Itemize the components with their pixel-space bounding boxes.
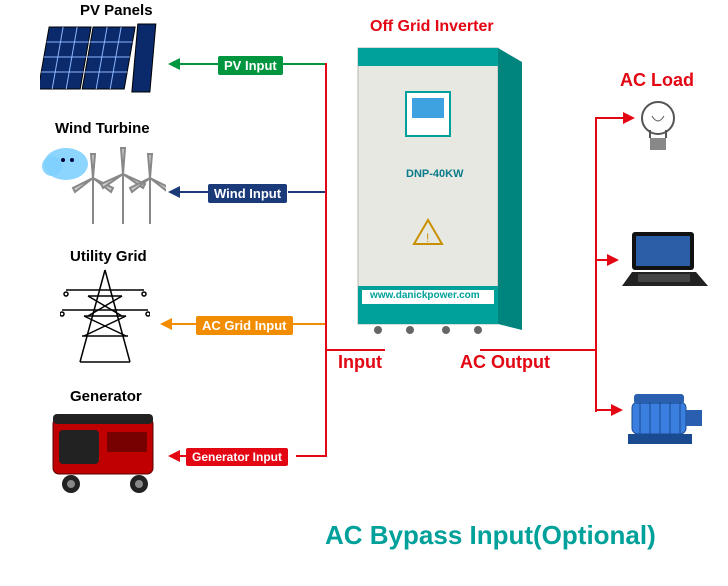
ac-load-title: AC Load <box>620 70 694 91</box>
pv-title: PV Panels <box>80 2 153 19</box>
wind-title: Wind Turbine <box>55 120 150 137</box>
gen-wire2 <box>296 455 327 457</box>
grid-title: Utility Grid <box>70 248 147 265</box>
gen-arrow-icon <box>168 450 180 462</box>
inverter-title: Off Grid Inverter <box>370 18 494 36</box>
inverter-url: www.danickpower.com <box>370 290 480 301</box>
grid-arrow-icon <box>160 318 172 330</box>
wind-wire <box>180 191 208 193</box>
svg-text:!: ! <box>426 231 429 245</box>
wind-badge: Wind Input <box>208 184 287 203</box>
inverter-icon: ! DNP-40KW www.danickpower.com <box>350 40 530 335</box>
motor-icon <box>622 378 707 450</box>
wind-arrow-icon <box>168 186 180 198</box>
input-tap <box>325 349 385 351</box>
pv-arrow-icon <box>168 58 180 70</box>
wind-turbine-icon <box>38 138 166 228</box>
load-bulb-arrow-icon <box>623 112 635 124</box>
input-label: Input <box>338 352 382 373</box>
pv-panels-icon <box>40 22 160 100</box>
pv-badge: PV Input <box>218 56 283 75</box>
grid-wire <box>172 323 196 325</box>
wind-wire2 <box>288 191 327 193</box>
gen-badge: Generator Input <box>186 448 288 466</box>
pv-wire2 <box>282 63 327 65</box>
load-bulb-wire <box>595 117 625 119</box>
output-label: AC Output <box>460 352 550 373</box>
bulb-icon <box>638 96 678 156</box>
grid-wire2 <box>292 323 327 325</box>
generator-icon <box>45 406 165 496</box>
grid-badge: AC Grid Input <box>196 316 293 335</box>
output-trunk <box>595 118 597 412</box>
input-trunk <box>325 63 327 457</box>
pv-wire <box>180 63 218 65</box>
laptop-icon <box>618 228 713 290</box>
utility-grid-icon <box>60 266 150 366</box>
gen-title: Generator <box>70 388 142 405</box>
bypass-label: AC Bypass Input(Optional) <box>325 520 656 551</box>
output-tap <box>480 349 597 351</box>
inverter-model: DNP-40KW <box>406 168 463 180</box>
